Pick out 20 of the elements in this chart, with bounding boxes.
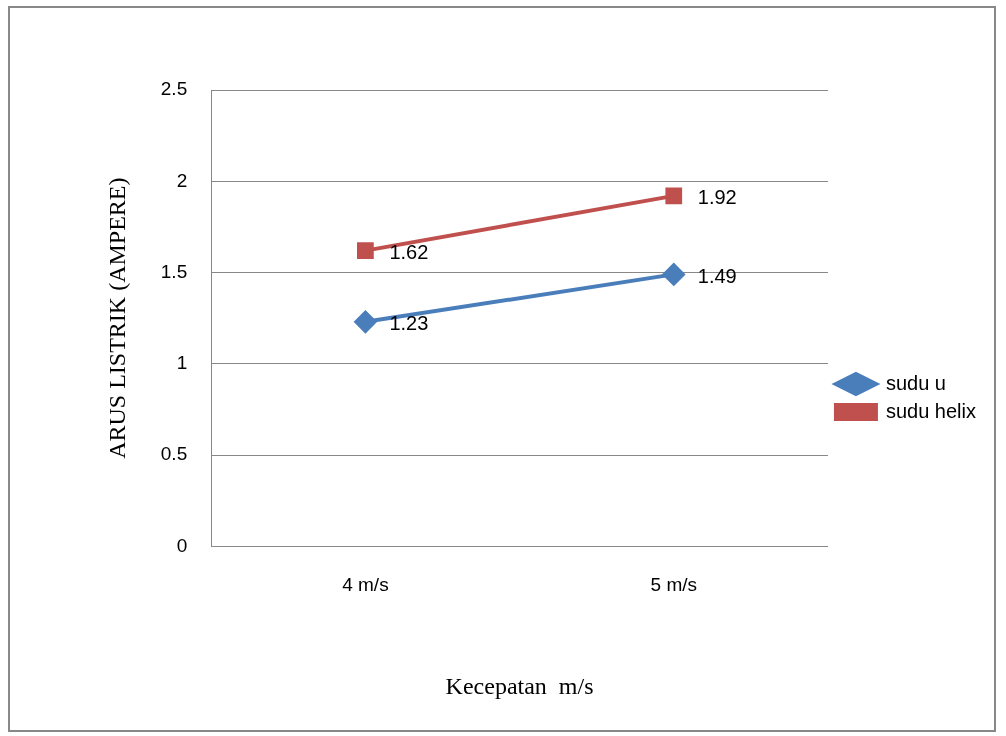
- y-tick-label: 2: [176, 169, 188, 191]
- y-tick-label: 0.5: [160, 443, 188, 465]
- data-label: 1.62: [389, 241, 429, 264]
- legend-label: sudu helix: [885, 399, 976, 422]
- y-axis-title: ARUS LISTRIK (AMPERE): [103, 177, 130, 459]
- point: [662, 263, 685, 286]
- y-tick-label: 1.5: [160, 260, 188, 282]
- y-tick-label: 1: [176, 352, 188, 374]
- x-axis-title: Kecepatan m/s: [445, 672, 594, 699]
- point: [354, 310, 377, 333]
- x-tick-label: 4 m/s: [342, 574, 389, 596]
- point: [665, 187, 683, 205]
- y-tick-label: 2.5: [160, 78, 188, 100]
- x-tick-label: 5 m/s: [650, 574, 697, 596]
- point: [357, 242, 374, 260]
- data-label: 1.49: [697, 264, 737, 287]
- data-label: 1.92: [697, 186, 737, 209]
- legend-label: sudu u: [885, 371, 946, 394]
- y-tick-label: 0: [176, 534, 188, 556]
- data-label: 1.23: [389, 312, 429, 335]
